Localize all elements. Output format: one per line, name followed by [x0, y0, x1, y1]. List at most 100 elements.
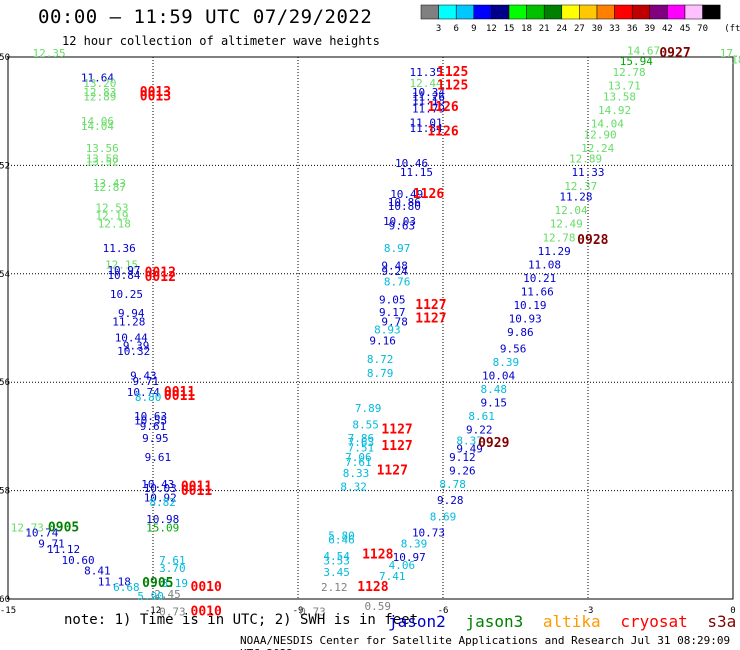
- pass-time-label: 0011: [181, 480, 212, 495]
- pass-time-label: 1126: [413, 187, 444, 202]
- color-tick-label: 15: [504, 24, 515, 34]
- wave-height-value: 9.71: [38, 538, 65, 551]
- wave-height-value: 6.68: [113, 581, 140, 594]
- pass-time-label: 1127: [415, 298, 446, 313]
- wave-height-value: 8.41: [84, 565, 111, 578]
- color-tick-label: 33: [609, 24, 620, 34]
- color-swatch: [684, 4, 703, 20]
- wave-height-value: 7.61: [159, 554, 186, 567]
- wave-height-value: 14.67: [627, 44, 660, 57]
- color-tick-label: 3: [436, 24, 441, 34]
- wave-height-value: 12.78: [613, 66, 646, 79]
- pass-time-label: 1126: [427, 100, 458, 115]
- color-swatch: [702, 4, 721, 20]
- wave-height-value: 12.83: [83, 86, 116, 99]
- wave-height-value: 11.01: [410, 116, 443, 129]
- wave-height-value: 8.19: [162, 577, 189, 590]
- wave-height-value: 5.80: [328, 529, 355, 542]
- wave-height-value: 9.71: [133, 375, 160, 388]
- wave-height-value: 10.25: [110, 288, 143, 301]
- wave-height-value: 13.56: [86, 142, 119, 155]
- wave-height-value: 9.61: [145, 451, 172, 464]
- wave-height-value: 8.80: [135, 391, 162, 404]
- wave-height-value: 10.93: [509, 313, 542, 326]
- wave-height-value: 12.04: [555, 204, 588, 217]
- pass-time-label: 1125: [437, 65, 468, 80]
- color-tick-label: 9: [471, 24, 476, 34]
- wave-height-value: 8.33: [343, 467, 370, 480]
- wave-height-value: 8.72: [367, 353, 394, 366]
- wave-height-value: 10.46: [395, 157, 428, 170]
- wave-height-value: 12.90: [584, 128, 617, 141]
- pass-time-label: 0011: [164, 385, 195, 400]
- wave-height-value: 8.82: [149, 496, 176, 509]
- wave-height-value: 10.84: [107, 269, 140, 282]
- wave-height-value: 10.49: [390, 188, 423, 201]
- wave-height-value: 11.33: [571, 166, 604, 179]
- wave-height-value: 9.95: [142, 432, 169, 445]
- wave-height-value: 12.49: [550, 218, 583, 231]
- map-title: 00:00 — 11:59 UTC 07/29/2022: [38, 6, 373, 28]
- wave-height-value: 9.43: [130, 369, 157, 382]
- pass-time-label: 0012: [145, 270, 176, 285]
- legend-jason3: jason3: [465, 612, 524, 631]
- color-tick-label: 6: [453, 24, 458, 34]
- wave-height-value: 13.52: [86, 155, 119, 168]
- wave-height-value: 8.78: [439, 478, 466, 491]
- legend-jason2: jason2: [388, 612, 446, 631]
- pass-time-label: 0011: [164, 389, 195, 404]
- wave-height-value: 11.36: [103, 242, 136, 255]
- x-tick-label: -12: [145, 606, 161, 616]
- wave-height-value: 10.98: [146, 513, 179, 526]
- wave-height-value: 13.58: [603, 90, 636, 103]
- wave-height-value: 11.28: [559, 191, 592, 204]
- pass-time-label: 0012: [145, 266, 176, 281]
- map-grid: -15 -12 -9 -6 -3 0 -50 -52 -54 -56 -58 -60: [0, 53, 736, 616]
- wave-height-value: 12.35: [33, 47, 66, 60]
- pass-time-label: 0927: [659, 46, 690, 61]
- pass-time-label: 0928: [577, 233, 608, 248]
- color-swatch: [526, 4, 545, 20]
- wave-height-value: 9.94: [118, 307, 145, 320]
- wave-height-value: 9.49: [456, 443, 483, 456]
- wave-height-value: 9.17: [379, 306, 406, 319]
- wave-height-value: 13.58: [86, 153, 119, 166]
- color-swatch: [631, 4, 651, 20]
- color-swatch: [667, 4, 686, 20]
- pass-time-label: 1128: [362, 547, 393, 562]
- wave-height-value: 9.16: [369, 334, 396, 347]
- wave-height-value: 12.87: [93, 181, 126, 194]
- color-tick-label: 18: [521, 24, 532, 34]
- wave-height-value: 2.12: [321, 581, 348, 594]
- wave-height-value: 8.48: [481, 383, 508, 396]
- wave-height-value: 7.51: [348, 442, 375, 455]
- wave-height-value: 8.39: [493, 356, 520, 369]
- map-labels: 12.3511.6413.2012.8312.8914.0614.0413.56…: [11, 44, 740, 619]
- wave-height-value: 11.35: [410, 66, 443, 79]
- wave-height-value: 10.86: [388, 196, 421, 209]
- wave-height-value: 7.89: [355, 402, 382, 415]
- legend-s3a: s3a: [707, 612, 737, 631]
- wave-height-value: 3.53: [323, 554, 350, 567]
- wave-height-value: 9.48: [381, 259, 408, 272]
- wave-height-value: 8.97: [384, 242, 411, 255]
- wave-height-value: 10.63: [134, 410, 167, 423]
- wave-height-value: 11.28: [112, 315, 145, 328]
- wave-height-value: 13.20: [83, 77, 116, 90]
- color-unit-label: (ft): [724, 24, 740, 34]
- color-tick-label: 30: [592, 24, 603, 34]
- wave-height-value: 10.04: [482, 369, 515, 382]
- x-tick-label: -6: [438, 606, 449, 616]
- wave-height-value: 8.37: [456, 435, 483, 448]
- wave-height-value: 3.70: [159, 562, 186, 575]
- wave-height-value: 10.80: [388, 200, 421, 213]
- color-swatch: [491, 4, 510, 20]
- wave-height-value: 10.55: [134, 414, 167, 427]
- wave-height-value: 9.61: [140, 420, 167, 433]
- wave-height-value: 10.74: [127, 386, 160, 399]
- wave-height-value: 12.78: [542, 231, 575, 244]
- wave-height-value: 10.21: [523, 272, 556, 285]
- color-tick-label: 42: [662, 24, 673, 34]
